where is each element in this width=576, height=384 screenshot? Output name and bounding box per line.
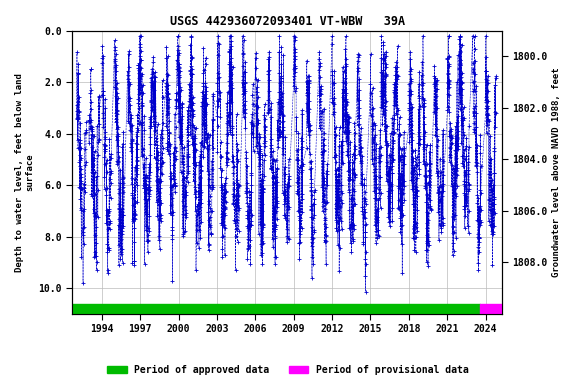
Y-axis label: Groundwater level above NAVD 1988, feet: Groundwater level above NAVD 1988, feet <box>552 68 561 277</box>
Legend: Period of approved data, Period of provisional data: Period of approved data, Period of provi… <box>103 361 473 379</box>
Y-axis label: Depth to water level, feet below land
surface: Depth to water level, feet below land su… <box>15 73 35 272</box>
Title: USGS 442936072093401 VT-WBW   39A: USGS 442936072093401 VT-WBW 39A <box>170 15 405 28</box>
